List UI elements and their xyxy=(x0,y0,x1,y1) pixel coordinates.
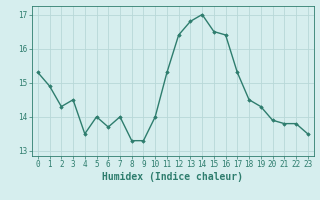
X-axis label: Humidex (Indice chaleur): Humidex (Indice chaleur) xyxy=(102,172,243,182)
